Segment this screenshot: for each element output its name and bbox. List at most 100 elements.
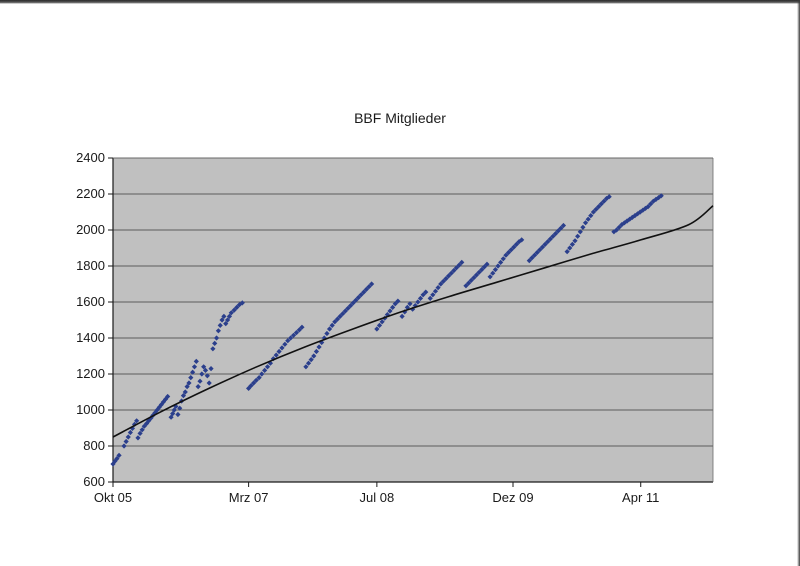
data-point	[534, 249, 540, 256]
data-point	[564, 249, 570, 255]
data-point	[588, 213, 594, 219]
data-point	[311, 353, 317, 359]
trendline	[112, 205, 714, 438]
chart-title: BBF Mitglieder	[354, 110, 446, 126]
data-point	[577, 229, 583, 235]
y-tick-label: 600	[83, 474, 105, 489]
data-point	[340, 311, 346, 317]
data-point	[273, 352, 279, 358]
data-point	[529, 255, 535, 261]
data-point	[137, 430, 143, 436]
data-point	[427, 295, 433, 301]
x-tick-labels: Okt 05 Mrz 07 Jul 08 Dez 09 Apr 11	[94, 490, 660, 505]
x-tick-label: Okt 05	[94, 490, 132, 505]
data-point	[141, 423, 147, 429]
data-point	[575, 233, 581, 239]
data-point	[173, 403, 179, 409]
data-point	[526, 258, 532, 264]
data-point	[293, 330, 300, 336]
data-point	[191, 364, 198, 370]
data-point	[443, 276, 449, 282]
data-point	[202, 367, 209, 373]
data-point	[456, 262, 462, 268]
data-point	[186, 380, 192, 386]
data-point	[616, 224, 622, 230]
data-point	[590, 209, 597, 215]
data-point	[513, 241, 520, 247]
data-point	[503, 252, 509, 258]
data-point	[282, 341, 288, 347]
data-point	[487, 274, 493, 280]
data-point	[285, 338, 291, 344]
data-point	[135, 435, 141, 441]
data-point	[463, 283, 469, 289]
y-tick-label: 1000	[76, 402, 105, 417]
data-point	[248, 383, 254, 389]
grid-lines	[108, 157, 713, 483]
data-point	[342, 308, 348, 314]
data-point	[613, 227, 620, 233]
data-point	[197, 378, 203, 384]
data-point	[329, 322, 335, 328]
data-point	[199, 371, 205, 377]
data-point	[495, 263, 501, 269]
y-tick-label: 1800	[76, 258, 105, 273]
y-tick-label: 1600	[76, 294, 105, 309]
data-point	[519, 237, 525, 243]
data-point	[206, 380, 212, 386]
data-point	[640, 207, 646, 213]
data-point	[596, 204, 602, 210]
data-point	[184, 384, 190, 390]
data-point	[168, 414, 174, 420]
data-point	[219, 317, 225, 323]
data-point	[116, 452, 122, 458]
data-point	[542, 241, 548, 247]
data-point	[572, 238, 578, 244]
data-point	[303, 364, 309, 370]
data-point	[190, 369, 196, 375]
data-point	[217, 322, 223, 328]
x-tick-label: Mrz 07	[229, 490, 269, 505]
data-point	[175, 411, 181, 418]
data-point	[374, 326, 380, 332]
data-point	[264, 364, 271, 370]
data-point	[598, 201, 604, 207]
data-point	[251, 380, 257, 386]
data-point	[253, 377, 259, 383]
data-point	[621, 220, 628, 226]
data-point	[355, 294, 362, 301]
data-point	[125, 434, 131, 440]
data-point	[127, 429, 133, 436]
data-point	[451, 267, 457, 274]
data-point	[555, 228, 561, 234]
data-point	[223, 321, 229, 327]
data-point	[500, 256, 506, 262]
data-point	[239, 300, 245, 306]
data-point	[476, 269, 482, 275]
data-point	[432, 288, 439, 294]
data-point	[313, 348, 320, 355]
data-point	[484, 261, 490, 267]
data-point	[473, 272, 480, 278]
data-point	[624, 218, 630, 224]
data-point	[417, 295, 424, 301]
y-tick-label: 2000	[76, 222, 105, 237]
data-point	[231, 307, 237, 313]
data-point	[326, 326, 333, 332]
data-point	[558, 225, 564, 231]
data-point	[299, 324, 305, 330]
data-point	[177, 405, 183, 411]
data-point	[162, 396, 169, 402]
data-point	[435, 285, 441, 291]
data-point	[459, 259, 465, 265]
data-point	[334, 316, 341, 322]
y-tick-label: 2400	[76, 150, 105, 165]
data-point	[262, 367, 268, 373]
data-point	[366, 284, 372, 290]
data-point	[256, 375, 262, 381]
data-point	[188, 375, 194, 381]
data-point	[440, 278, 446, 284]
data-point	[276, 348, 282, 355]
data-point	[567, 245, 573, 251]
data-point	[627, 216, 633, 222]
